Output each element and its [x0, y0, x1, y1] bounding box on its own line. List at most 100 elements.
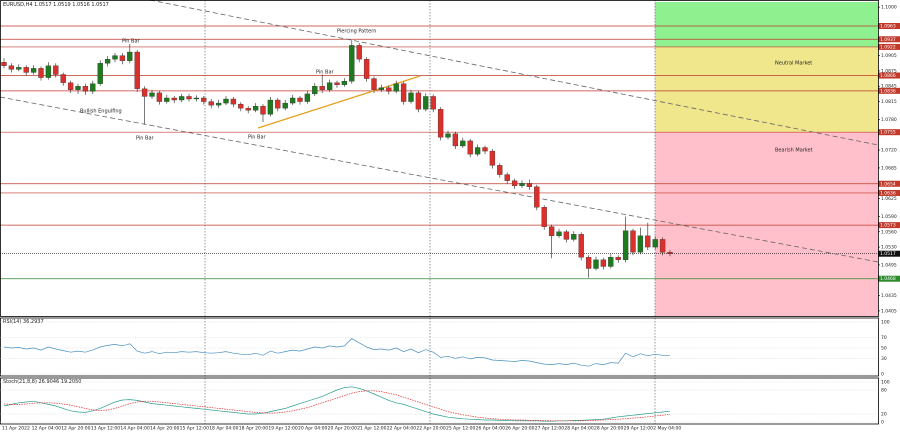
candle-body: [82, 86, 89, 92]
candle-body: [178, 96, 185, 101]
candle-body: [16, 67, 22, 70]
resistance-level-tag: [878, 87, 900, 94]
candle-body: [363, 59, 370, 79]
candle-body: [556, 231, 562, 236]
annotation: Pin Bar: [136, 136, 155, 142]
candle-body: [541, 207, 547, 227]
candle-body: [53, 65, 59, 75]
candle-body: [423, 96, 429, 110]
candle-body: [297, 97, 303, 102]
resistance-level-label: 1.0573: [880, 223, 896, 229]
zone: [655, 46, 878, 133]
candle-body: [637, 235, 644, 253]
candle-body: [1, 62, 7, 66]
x-tick-label: 15 Apr 12:00: [180, 426, 209, 432]
stoch-label: Stoch(21,8,8) 26.9046 19.2050: [3, 379, 81, 385]
candle-body: [304, 93, 311, 102]
candle-body: [578, 234, 584, 258]
trend-line: [149, 0, 879, 146]
candle-body: [548, 226, 555, 236]
y-tick-label: 100: [881, 380, 890, 386]
candle-body: [260, 106, 266, 115]
candle-body: [186, 96, 192, 100]
candle-body: [371, 78, 377, 90]
candle-body: [97, 63, 103, 84]
x-tick-label: 22 Apr 04:00: [387, 426, 416, 432]
candle-body: [378, 87, 385, 90]
y-tick-label: 1.0405: [881, 308, 897, 314]
indicator-line: [3, 386, 671, 422]
y-tick-label: 70: [881, 335, 887, 341]
candle-body: [630, 230, 636, 253]
annotation: Pin Bar: [122, 39, 141, 45]
candle-body: [526, 183, 533, 187]
candle-body: [482, 147, 488, 152]
x-tick-label: 28 Apr 04:00: [564, 426, 593, 432]
y-tick-label: 20: [881, 412, 887, 418]
candle-body: [622, 230, 629, 260]
candle-body: [600, 259, 607, 267]
y-tick-label: 1.0560: [881, 229, 897, 235]
y-tick-label: 100: [881, 320, 890, 326]
x-tick-label: 2 May 04:00: [653, 426, 681, 432]
candle-body: [452, 133, 459, 147]
candle-body: [90, 83, 96, 92]
y-tick-label: 1.0845: [881, 84, 897, 90]
y-tick-label: 1.0495: [881, 262, 897, 268]
y-tick-label: 0: [881, 420, 884, 426]
candle-body: [563, 231, 570, 240]
candle-body: [652, 239, 658, 248]
resistance-level-tag: [878, 180, 900, 187]
x-tick-label: 18 Apr 20:00: [239, 426, 268, 432]
annotation: Pin Bar: [248, 135, 267, 141]
candle-body: [282, 102, 288, 109]
candle-body: [519, 183, 525, 186]
y-tick-label: 1.0815: [881, 99, 897, 105]
y-tick-label: 1.0685: [881, 165, 897, 171]
candle-body: [393, 83, 399, 92]
resistance-level-label: 1.0963: [880, 23, 896, 29]
x-tick-label: 12 Apr 20:00: [61, 426, 90, 432]
rsi-panel-border: [0, 317, 879, 377]
frame: [0, 0, 879, 425]
candle-body: [312, 86, 318, 95]
candle-body: [245, 108, 251, 111]
support-level-label: 1.0468: [880, 276, 896, 282]
y-tick-label: 1.0905: [881, 53, 897, 59]
candle-body: [437, 109, 444, 138]
x-tick-label: 27 Apr 12:00: [535, 426, 564, 432]
current-price-label: 1.0517: [880, 251, 896, 257]
candle-body: [267, 99, 274, 115]
resistance-level-label: 1.0866: [880, 73, 896, 79]
resistance-level-tag: [878, 72, 900, 79]
candle-body: [75, 86, 81, 90]
candle-body: [341, 80, 348, 85]
candle-body: [156, 92, 163, 102]
candle-body: [45, 65, 52, 78]
candle-body: [164, 97, 170, 102]
candle-body: [659, 239, 666, 253]
candle-body: [474, 147, 481, 155]
candle-body: [356, 45, 362, 60]
candle-body: [8, 65, 15, 70]
candle-body: [238, 103, 244, 109]
candle-body: [141, 88, 148, 97]
candle-body: [230, 98, 237, 105]
zone: [655, 2, 878, 47]
resistance-level-tag: [878, 189, 900, 196]
candle-body: [23, 67, 29, 73]
resistance-level-label: 1.0836: [880, 88, 896, 94]
x-tick-label: 20 Apr 04:00: [298, 426, 327, 432]
resistance-level-label: 1.0654: [880, 181, 896, 187]
x-tick-label: 18 Apr 04:00: [209, 426, 238, 432]
trend-line: [257, 75, 421, 129]
x-tick-label: 20 Apr 20:00: [328, 426, 357, 432]
trend-line: [0, 96, 879, 263]
x-tick-label: 21 Apr 12:00: [357, 426, 386, 432]
candle-body: [386, 87, 392, 92]
candle-body: [608, 257, 614, 267]
candle-body: [104, 59, 111, 64]
x-tick-label: 19 Apr 12:00: [268, 426, 297, 432]
x-tick-label: 11 Apr 2022: [2, 426, 30, 432]
